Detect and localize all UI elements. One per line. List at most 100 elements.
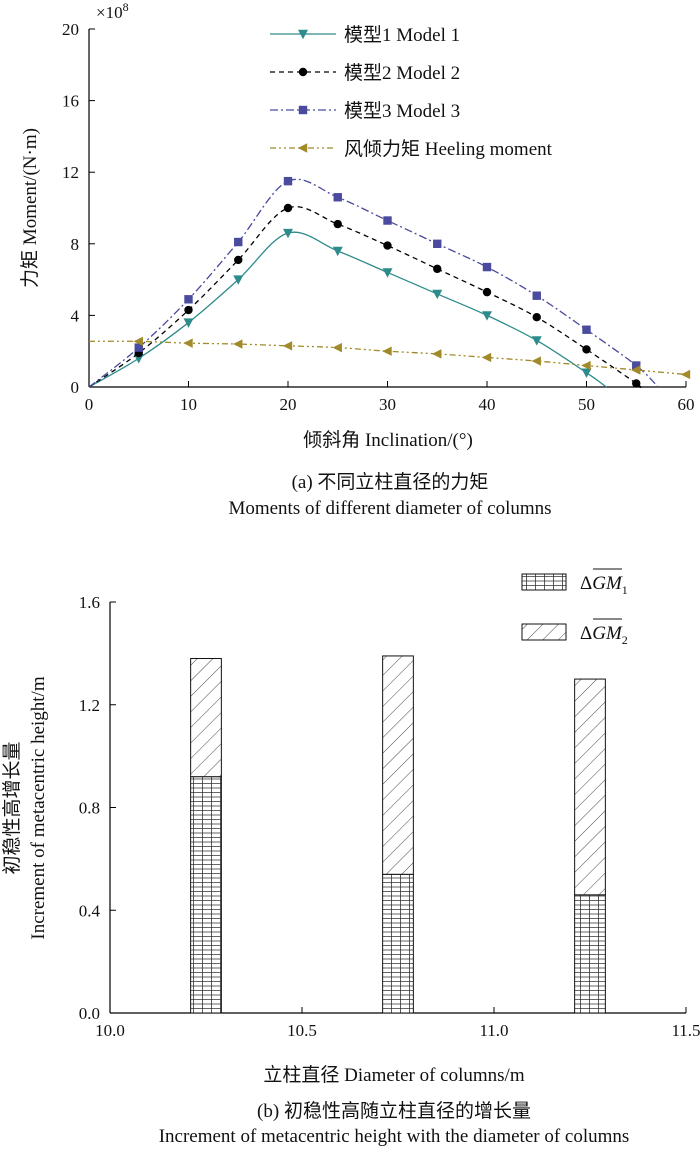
data-point: [532, 312, 541, 322]
data-point: [532, 291, 541, 300]
x-tick-label: 11.5: [671, 1021, 700, 1040]
legend-marker: [298, 105, 308, 115]
panel-a-moment-chart: 0 10 20 30 40 50 60 0 4 8 12 16 20 模型1 Model 1 模型2 Mo…: [19, 0, 695, 519]
data-point: [283, 203, 293, 213]
legend-label: ΔGM1: [580, 573, 628, 597]
y-tick-label: 16: [62, 92, 79, 111]
data-point: [382, 346, 392, 356]
data-point: [582, 325, 591, 334]
panel-a-y-multiplier: ×108: [96, 0, 129, 22]
y-tick-label: 12: [62, 163, 79, 182]
data-point: [134, 343, 143, 352]
legend-label: 模型1 Model 1: [344, 24, 460, 46]
legend-label: 风倾力矩 Heeling moment: [344, 138, 553, 160]
y-tick-label: 0.8: [79, 799, 100, 818]
data-point: [233, 339, 243, 349]
data-point: [582, 345, 591, 354]
panel-a-legend: 模型1 Model 1 模型2 Model 2 模型3 Model 3 风倾力矩 He…: [270, 24, 553, 160]
x-tick-label: 10.5: [287, 1021, 317, 1040]
panel-b-bar-chart: 10.0 10.5 11.0 11.5 0.0 0.4 0.8 1.2 1.6 ΔGM1 ΔGM2…: [1, 568, 700, 1147]
y-tick-label: 1.2: [79, 696, 100, 715]
bar-segment: [190, 658, 222, 778]
panel-a-caption-en: Moments of different diameter of columns: [228, 498, 551, 519]
data-point: [632, 379, 641, 388]
data-point: [332, 342, 342, 353]
data-point: [531, 356, 541, 366]
data-point: [581, 368, 592, 378]
legend-swatch: [521, 623, 567, 641]
data-point: [283, 228, 293, 239]
legend-label: 模型3 Model 3: [344, 100, 460, 122]
legend-label: 模型2 Model 2: [344, 62, 460, 84]
data-point: [382, 268, 393, 278]
legend-label: ΔGM2: [580, 623, 628, 647]
data-point: [282, 341, 293, 351]
data-point: [433, 264, 442, 274]
bar-segment: [574, 894, 606, 1014]
data-point: [233, 275, 244, 285]
data-point: [333, 193, 342, 202]
panel-a-axes: 0 10 20 30 40 50 60 0 4 8 12 16 20: [62, 20, 695, 414]
data-point: [234, 255, 243, 265]
data-point: [184, 305, 193, 315]
data-point: [333, 219, 342, 229]
panel-a-x-axis-title: 倾斜角 Inclination/(°): [303, 429, 473, 451]
data-point: [581, 360, 591, 371]
data-point: [482, 262, 492, 272]
y-tick-label: 4: [71, 306, 80, 325]
x-tick-label: 11.0: [479, 1021, 508, 1040]
panel-a-series: [88, 176, 691, 388]
panel-b-caption-en: Increment of metacentric height with the…: [159, 1126, 630, 1147]
data-point: [531, 336, 542, 346]
panel-a-caption-zh: (a) 不同立柱直径的力矩: [292, 471, 489, 493]
data-point: [482, 287, 492, 297]
x-tick-label: 50: [578, 395, 595, 414]
data-point: [481, 352, 492, 363]
data-point: [332, 246, 343, 257]
data-point: [482, 311, 492, 321]
legend-swatch: [521, 573, 567, 591]
data-point: [283, 176, 293, 186]
legend-marker: [298, 67, 308, 77]
y-tick-label: 1.6: [79, 593, 100, 612]
x-tick-label: 0: [85, 395, 94, 414]
panel-b-legend: ΔGM1 ΔGM2: [521, 568, 628, 647]
panel-b-y-axis-title-en: Increment of metacentric height/m: [28, 676, 49, 939]
bar-segment: [574, 678, 606, 896]
x-tick-label: 60: [678, 395, 695, 414]
data-point: [234, 237, 243, 247]
x-tick-label: 10: [180, 395, 197, 414]
panel-b-y-axis-title-zh: 初稳性高增长量: [1, 741, 23, 874]
y-tick-label: 8: [71, 235, 80, 254]
panel-a-y-axis-title: 力矩 Moment/(N·m): [19, 128, 41, 288]
data-point: [133, 336, 143, 347]
x-tick-label: 20: [280, 395, 297, 414]
y-tick-label: 0.0: [79, 1004, 100, 1023]
y-tick-label: 20: [62, 20, 79, 39]
x-tick-label: 30: [379, 395, 396, 414]
panel-b-caption-zh: (b) 初稳性高随立柱直径的增长量: [257, 1100, 531, 1122]
data-point: [184, 295, 193, 304]
series-line: [88, 340, 687, 376]
data-point: [680, 369, 691, 380]
series-line: [88, 206, 642, 388]
legend-marker: [298, 29, 308, 40]
y-tick-label: 0: [71, 378, 80, 397]
data-point: [183, 338, 193, 348]
data-point: [383, 241, 392, 250]
panel-b-bars: [190, 655, 606, 1014]
series-line: [88, 178, 659, 388]
data-point: [631, 365, 641, 375]
data-point: [183, 318, 194, 328]
data-point: [432, 349, 442, 359]
bar-segment: [382, 655, 414, 875]
y-tick-label: 0.4: [79, 901, 101, 920]
x-tick-label: 10.0: [95, 1021, 125, 1040]
x-tick-label: 40: [479, 395, 496, 414]
series-line: [88, 231, 607, 388]
bar-segment: [382, 873, 414, 1014]
data-point: [433, 239, 442, 248]
data-point: [133, 354, 144, 364]
data-point: [432, 289, 443, 300]
